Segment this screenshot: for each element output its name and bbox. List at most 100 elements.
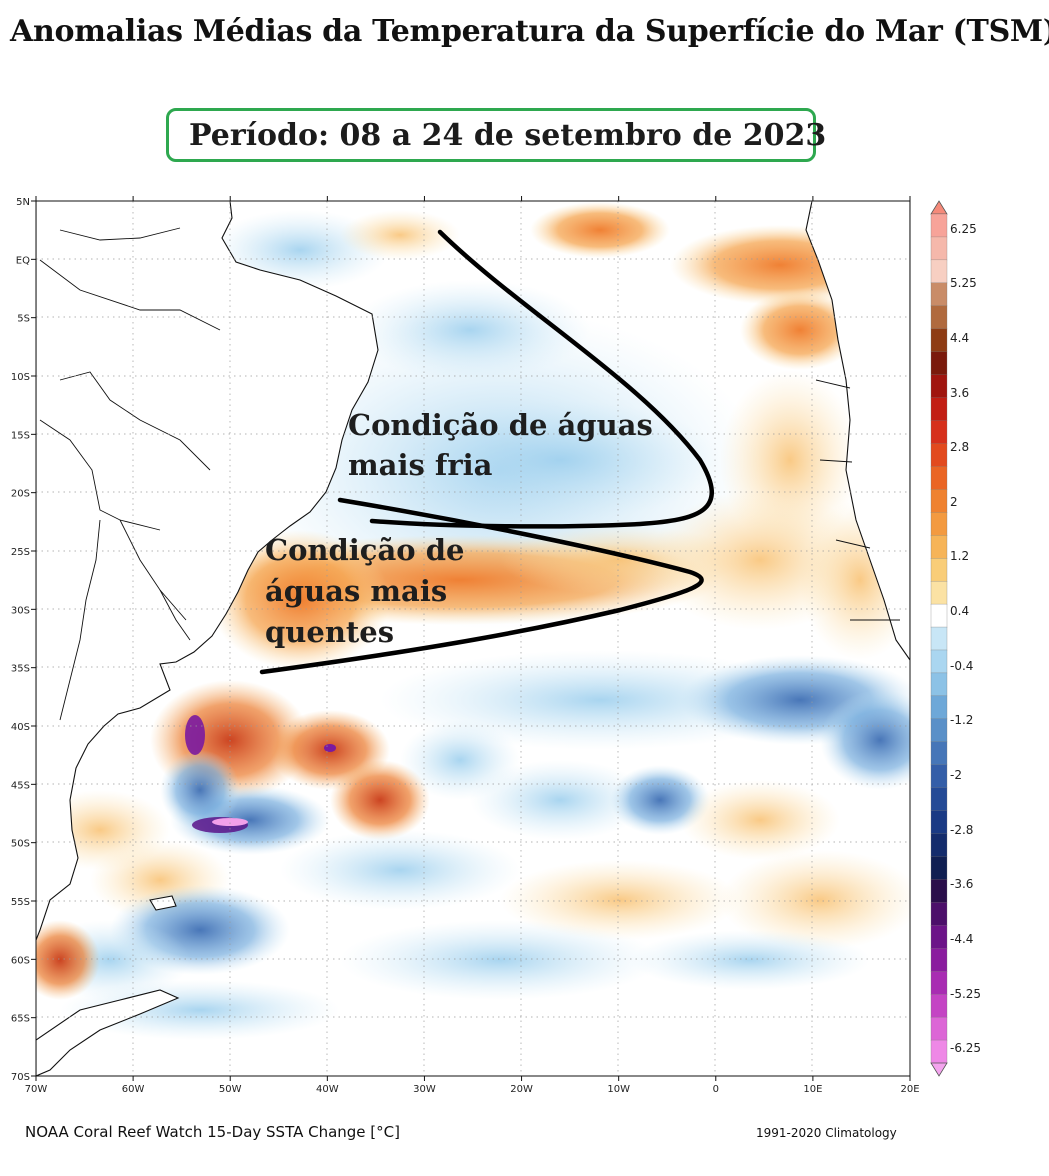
colorbar-swatch [930, 512, 948, 536]
colorbar-swatch [930, 1039, 948, 1064]
lon-tick-label: 10E [803, 1084, 822, 1095]
colorbar-swatch [930, 833, 948, 858]
data-source-label: NOAA Coral Reef Watch 15-Day SSTA Change… [25, 1123, 400, 1141]
colorbar-swatch [930, 626, 948, 651]
lat-tick-label: 40S [11, 722, 30, 733]
colorbar-swatch [930, 443, 948, 467]
period-box: Período: 08 a 24 de setembro de 2023 [166, 108, 826, 162]
colorbar-swatch [930, 351, 948, 376]
annotation-strokes [259, 229, 714, 675]
colorbar-label: 6.25 [950, 222, 977, 236]
colorbar-label: -5.25 [950, 987, 981, 1001]
colorbar-swatch [930, 213, 948, 238]
lon-tick-label: 30W [413, 1084, 436, 1095]
south-america-landmass [36, 201, 379, 941]
colorbar-label: -0.4 [950, 659, 973, 673]
latitude-axis: 5N EQ 5S 10S 15S 20S 25S 30S 35S 40S 45S 50S 55S 60S 6… [11, 197, 36, 1083]
colorbar-label: -3.6 [950, 877, 973, 891]
colorbar-swatch [930, 328, 948, 353]
colorbar-label: 3.6 [950, 386, 969, 400]
colorbar-swatch [930, 374, 948, 399]
map-plot-area: Condição de águas mais fria Condição de … [36, 201, 910, 1076]
annotation-cold: Condição de águas mais fria [348, 408, 653, 482]
colorbar-swatch [930, 580, 948, 605]
annotation-warm: Condição de águas mais quentes [265, 533, 464, 649]
colorbar-swatch [930, 925, 948, 949]
colorbar-swatch [930, 489, 948, 513]
colorbar-swatch [930, 420, 948, 445]
lon-tick-label: 60W [122, 1084, 145, 1095]
colorbar-tip-top [930, 200, 948, 215]
colorbar-label: -1.2 [950, 713, 973, 727]
colorbar-swatch [930, 856, 948, 880]
colorbar-label: 2.8 [950, 440, 969, 454]
colorbar-swatch [930, 1016, 948, 1041]
lat-tick-label: 45S [11, 780, 30, 791]
colorbar-swatch [930, 672, 948, 697]
colorbar-swatch [930, 236, 948, 261]
lat-tick-label: 60S [11, 955, 30, 966]
lat-tick-label: 20S [11, 489, 30, 500]
page-title: Anomalias Médias da Temperatura da Super… [10, 14, 1049, 49]
colorbar-tip-bottom [930, 1062, 948, 1077]
country-borders [39, 227, 900, 721]
falkland-islands [149, 895, 177, 911]
lat-tick-label: 5S [17, 314, 30, 325]
colorbar-swatch [930, 764, 948, 789]
lon-tick-label: 0 [713, 1084, 719, 1095]
colorbar-swatch [930, 741, 948, 766]
annotation-warm-line-2: águas mais [265, 574, 447, 608]
lat-tick-label: 70S [11, 1072, 30, 1083]
colorbar-swatch [930, 718, 948, 743]
colorbar-swatch [930, 787, 948, 812]
colorbar: 6.25 5.25 4.4 3.6 2.8 2 1.2 0.4 -0.4 -1.2 -2 -2.8 -3… [930, 200, 981, 1077]
colorbar-swatch [930, 466, 948, 490]
colorbar-swatch [930, 649, 948, 674]
colorbar-label: -4.4 [950, 932, 973, 946]
colorbar-label: 1.2 [950, 549, 969, 563]
lat-tick-label: 30S [11, 605, 30, 616]
colorbar-label: -2 [950, 768, 962, 782]
lon-tick-label: 40W [316, 1084, 339, 1095]
lon-tick-label: 70W [25, 1084, 48, 1095]
longitude-axis: 70W 60W 50W 40W 30W 20W 10W 0 10E 20E [25, 196, 920, 1095]
lon-tick-label: 20E [900, 1084, 919, 1095]
map-frame [35, 200, 911, 1077]
annotation-warm-line-1: Condição de [265, 533, 464, 567]
tierra-del-fuego [36, 989, 180, 1076]
cold-region-outline [369, 229, 714, 529]
lat-tick-label: 50S [11, 839, 30, 850]
lon-tick-label: 10W [607, 1084, 630, 1095]
lat-tick-label: 5N [16, 197, 30, 208]
colorbar-swatch [930, 695, 948, 720]
period-text: Período: 08 a 24 de setembro de 2023 [189, 117, 827, 153]
lat-tick-label: 15S [11, 430, 30, 441]
colorbar-swatch [930, 282, 948, 307]
colorbar-label: 4.4 [950, 331, 969, 345]
colorbar-swatch [930, 994, 948, 1018]
annotation-cold-line-1: Condição de águas [348, 408, 653, 442]
colorbar-swatch [930, 902, 948, 926]
colorbar-label: 2 [950, 495, 958, 509]
land-masses [36, 201, 910, 1076]
colorbar-swatch [930, 971, 948, 995]
lat-tick-label: 65S [11, 1014, 30, 1025]
annotation-warm-line-3: quentes [265, 615, 394, 649]
lon-tick-label: 50W [219, 1084, 242, 1095]
colorbar-swatch [930, 305, 948, 330]
colorbar-swatch [930, 810, 948, 835]
colorbar-swatch [930, 603, 948, 628]
colorbar-label: -6.25 [950, 1041, 981, 1055]
climatology-label: 1991-2020 Climatology [756, 1126, 897, 1140]
colorbar-label: -2.8 [950, 823, 973, 837]
lon-tick-label: 20W [510, 1084, 533, 1095]
colorbar-swatch [930, 397, 948, 422]
lat-tick-label: 35S [11, 664, 30, 675]
colorbar-swatch [930, 948, 948, 972]
colorbar-swatch [930, 879, 948, 903]
warm-region-outline [259, 497, 704, 675]
africa-landmass [805, 201, 910, 661]
colorbar-swatch [930, 535, 948, 559]
colorbar-swatch [930, 558, 948, 582]
